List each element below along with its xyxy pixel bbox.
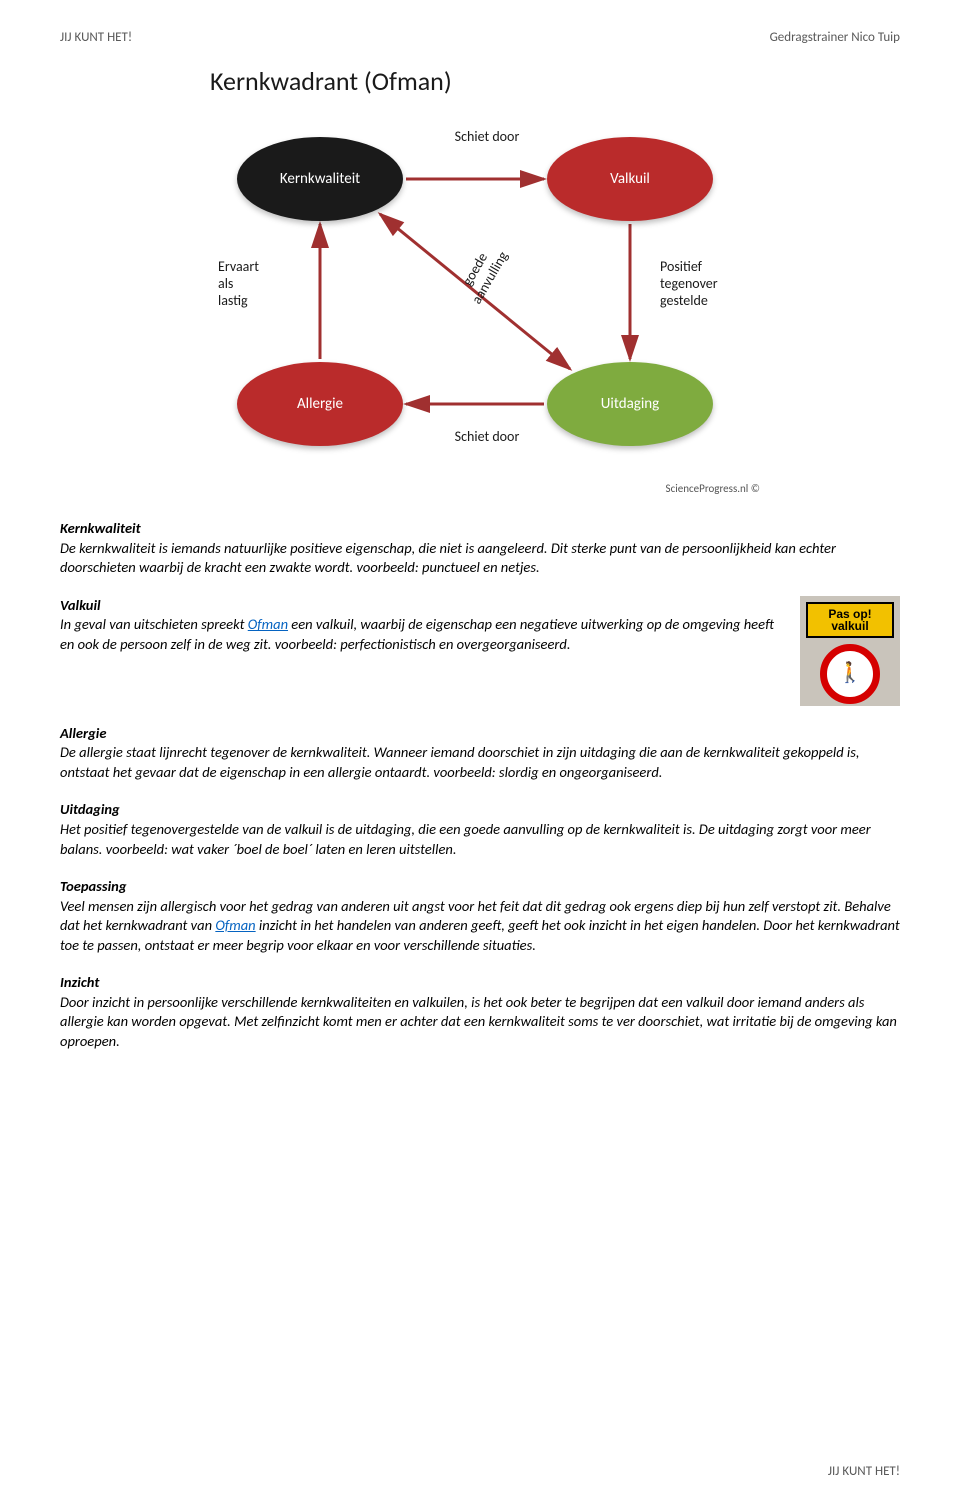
sign-line1: Pas op!	[828, 608, 871, 620]
node-label: Allergie	[297, 395, 343, 413]
section-allergie: Allergie De allergie staat lijnrecht teg…	[60, 724, 900, 783]
edge-label-right: Positief tegenover gestelde	[660, 259, 750, 309]
body-pre: In geval van uitschieten spreekt	[60, 615, 248, 633]
sign-line2: valkuil	[831, 620, 868, 632]
prohibition-sign-icon: 🚶	[820, 644, 880, 704]
section-body: In geval van uitschieten spreekt Ofman e…	[60, 615, 782, 654]
section-title: Allergie	[60, 724, 900, 744]
section-title: Uitdaging	[60, 800, 900, 820]
kernkwadrant-diagram: Kernkwaliteit Valkuil Allergie Uitdaging…	[200, 109, 760, 489]
section-inzicht: Inzicht Door inzicht in persoonlijke ver…	[60, 973, 900, 1051]
header-right: Gedragstrainer Nico Tuip	[770, 30, 900, 45]
warning-sign-icon: Pas op! valkuil 🚶	[800, 596, 900, 706]
section-body: Door inzicht in persoonlijke verschillen…	[60, 993, 900, 1052]
edge-label-top: Schiet door	[442, 129, 532, 146]
diagram-title: Kernkwadrant (Ofman)	[210, 65, 760, 97]
page-header: JIJ KUNT HET! Gedragstrainer Nico Tuip	[60, 30, 900, 45]
node-allergie: Allergie	[237, 362, 403, 446]
section-title: Kernkwaliteit	[60, 519, 900, 539]
section-valkuil: Valkuil In geval van uitschieten spreekt…	[60, 596, 900, 706]
node-label: Uitdaging	[601, 395, 659, 413]
section-uitdaging: Uitdaging Het positief tegenovergestelde…	[60, 800, 900, 859]
section-body: Het positief tegenovergestelde van de va…	[60, 820, 900, 859]
section-body: De kernkwaliteit is iemands natuurlijke …	[60, 539, 900, 578]
section-body: Veel mensen zijn allergisch voor het ged…	[60, 897, 900, 956]
edge-label-bottom: Schiet door	[442, 429, 532, 446]
page-footer: JIJ KUNT HET!	[828, 1464, 900, 1479]
section-title: Inzicht	[60, 973, 900, 993]
header-left: JIJ KUNT HET!	[60, 30, 132, 45]
edge-label-left: Ervaart als lastig	[218, 259, 288, 309]
section-title: Valkuil	[60, 596, 782, 616]
diagram-container: Kernkwadrant (Ofman) Kernkwaliteit Valku…	[200, 65, 760, 489]
node-valkuil: Valkuil	[547, 137, 713, 221]
section-body: De allergie staat lijnrecht tegenover de…	[60, 743, 900, 782]
section-title: Toepassing	[60, 877, 900, 897]
ofman-link[interactable]: Ofman	[215, 916, 255, 934]
sign-yellow-panel: Pas op! valkuil	[806, 602, 894, 638]
section-kernkwaliteit: Kernkwaliteit De kernkwaliteit is iemand…	[60, 519, 900, 578]
node-uitdaging: Uitdaging	[547, 362, 713, 446]
ofman-link[interactable]: Ofman	[248, 615, 288, 633]
node-label: Valkuil	[610, 170, 650, 188]
node-label: Kernkwaliteit	[280, 170, 360, 188]
node-kernkwaliteit: Kernkwaliteit	[237, 137, 403, 221]
section-toepassing: Toepassing Veel mensen zijn allergisch v…	[60, 877, 900, 955]
diagram-attribution: ScienceProgress.nl ©	[666, 482, 760, 495]
